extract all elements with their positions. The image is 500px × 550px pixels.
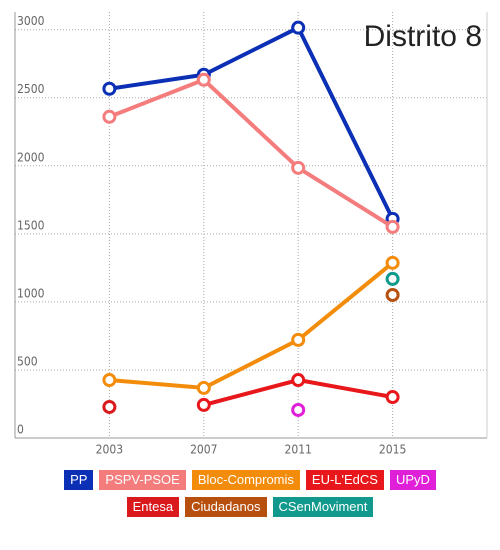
point	[196, 397, 211, 412]
x-tick-label: 2011	[284, 443, 311, 457]
point	[196, 72, 211, 87]
x-tick-label: 2007	[190, 443, 217, 457]
point	[291, 373, 306, 388]
chart: Distrito 8 0 500 1000 1500 2000 2500 3000 2003 2…	[14, 12, 488, 457]
legend-item[interactable]: Bloc-Compromis	[191, 470, 300, 490]
point	[102, 109, 117, 124]
point	[385, 390, 400, 405]
legend-row: PP PSPV-PSOE Bloc-Compromis EU-L'EdCS UPyD	[0, 470, 500, 490]
point	[291, 402, 306, 417]
legend: PP PSPV-PSOE Bloc-Compromis EU-L'EdCS UPyD En…	[0, 470, 500, 524]
point	[385, 287, 400, 302]
series-line	[109, 25, 395, 220]
point	[102, 373, 117, 388]
point	[385, 271, 400, 286]
series-line	[108, 77, 394, 229]
y-tick-label: 1500	[17, 218, 45, 232]
legend-item[interactable]: PP	[64, 470, 94, 490]
legend-row: Entesa Ciudadanos CSenMoviment	[0, 497, 500, 517]
point	[291, 160, 306, 175]
y-tick-label: 2500	[17, 82, 45, 96]
legend-item[interactable]: CSenMoviment	[272, 497, 374, 517]
series-line	[109, 261, 394, 390]
point	[291, 20, 306, 35]
legend-item[interactable]: UPyD	[389, 470, 436, 490]
point	[385, 219, 400, 234]
y-tick-label: 2000	[17, 150, 45, 164]
legend-item[interactable]: EU-L'EdCS	[305, 470, 384, 490]
chart-title: Distrito 8	[364, 20, 482, 53]
legend-item[interactable]: Entesa	[126, 497, 180, 517]
legend-item[interactable]: Ciudadanos	[185, 497, 267, 517]
grid	[15, 12, 487, 439]
y-tick-label: 1000	[17, 286, 45, 300]
y-tick-label: 0	[17, 423, 24, 437]
x-tick-label: 2003	[96, 443, 123, 457]
point	[291, 332, 306, 347]
point	[196, 380, 211, 395]
y-tick-label: 500	[17, 354, 38, 368]
point	[102, 81, 117, 96]
x-tick-label: 2015	[379, 443, 406, 457]
y-tick-label: 3000	[17, 14, 45, 28]
point	[102, 399, 117, 414]
legend-item[interactable]: PSPV-PSOE	[99, 470, 186, 490]
point	[385, 255, 400, 270]
